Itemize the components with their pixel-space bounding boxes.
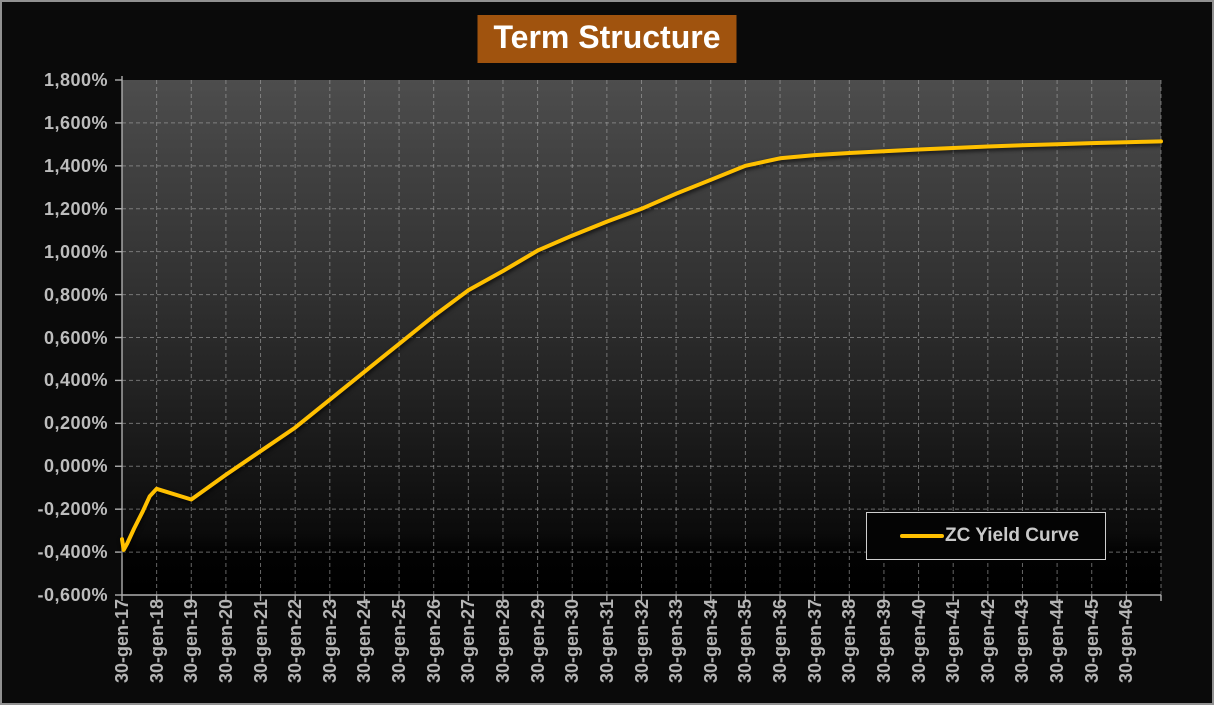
x-axis-tick-label: 30-gen-36 [770, 599, 791, 684]
x-axis-tick-label: 30-gen-39 [873, 599, 894, 684]
x-axis-tick-label: 30-gen-45 [1081, 599, 1102, 684]
y-axis-tick-label: 1,200% [43, 198, 108, 219]
x-axis-tick-label: 30-gen-21 [250, 599, 271, 684]
x-axis-tick-label: 30-gen-22 [285, 599, 306, 684]
x-axis-tick-label: 30-gen-30 [562, 599, 583, 684]
x-axis-tick-label: 30-gen-17 [112, 599, 132, 684]
legend-line-sample [900, 534, 944, 538]
x-axis-tick-label: 30-gen-25 [389, 599, 410, 684]
x-axis-tick-label: 30-gen-20 [215, 599, 236, 684]
y-axis-tick-label: -0,600% [37, 585, 108, 605]
y-axis-tick-label: 0,200% [43, 413, 108, 434]
y-axis-tick-label: 1,000% [43, 241, 108, 262]
x-axis-tick-label: 30-gen-41 [943, 599, 964, 684]
x-axis-tick-label: 30-gen-40 [908, 599, 929, 684]
y-axis-tick-label: 1,400% [43, 155, 108, 176]
x-axis-tick-label: 30-gen-44 [1047, 599, 1068, 684]
y-axis-tick-label: 1,600% [43, 112, 108, 133]
x-axis-tick-label: 30-gen-31 [596, 599, 617, 684]
x-axis-tick-label: 30-gen-23 [319, 599, 340, 684]
x-axis-tick-label: 30-gen-28 [492, 599, 513, 684]
legend-box: ZC Yield Curve [866, 512, 1106, 560]
x-axis-tick-label: 30-gen-37 [804, 599, 825, 684]
legend-series-label: ZC Yield Curve [945, 525, 1080, 546]
x-axis-tick-label: 30-gen-42 [977, 599, 998, 684]
y-axis-tick-label: 0,000% [43, 456, 108, 477]
x-axis-tick-label: 30-gen-38 [839, 599, 860, 684]
x-axis-tick-label: 30-gen-27 [458, 599, 479, 684]
y-axis-tick-label: 0,600% [43, 327, 108, 348]
chart-title: Term Structure [477, 15, 737, 63]
y-axis-tick-label: -0,400% [37, 542, 108, 563]
yield-curve-line [120, 139, 1163, 552]
x-axis-tick-label: 30-gen-34 [700, 599, 721, 684]
x-axis-tick-label: 30-gen-32 [631, 599, 652, 684]
y-axis-tick-label: 1,800% [43, 70, 108, 90]
x-axis-tick-label: 30-gen-29 [527, 599, 548, 684]
y-axis-tick-label: 0,400% [43, 370, 108, 391]
x-axis-tick-label: 30-gen-19 [181, 599, 202, 684]
y-axis-tick-label: 0,800% [43, 284, 108, 305]
x-axis-tick-label: 30-gen-33 [666, 599, 687, 684]
x-axis-tick-label: 30-gen-43 [1012, 599, 1033, 684]
x-axis-tick-label: 30-gen-24 [354, 599, 375, 684]
x-axis-tick-label: 30-gen-35 [735, 599, 756, 684]
x-axis-tick-label: 30-gen-18 [146, 599, 167, 684]
x-axis-tick-label: 30-gen-26 [423, 599, 444, 684]
x-axis-tick-label: 30-gen-46 [1116, 599, 1137, 684]
y-axis-tick-label: -0,200% [37, 499, 108, 520]
